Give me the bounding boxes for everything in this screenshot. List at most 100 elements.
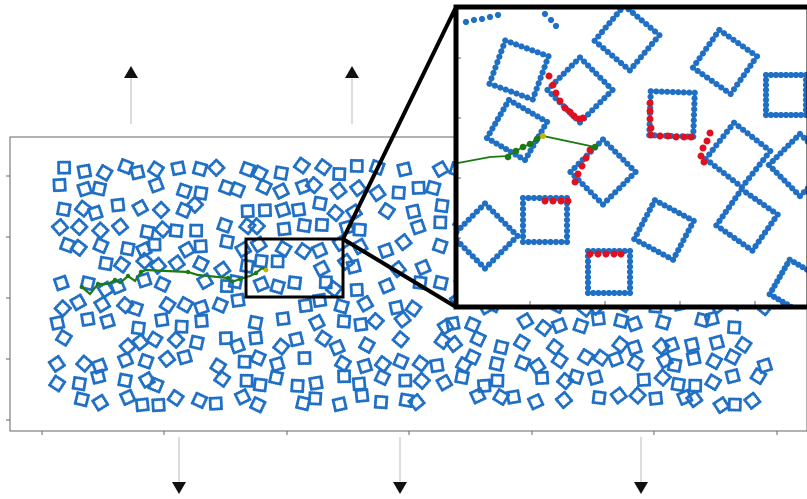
- bead: [63, 177, 67, 181]
- bead: [180, 297, 184, 301]
- bead: [138, 199, 142, 203]
- bead: [279, 183, 283, 187]
- square-particle: [86, 204, 104, 222]
- arrow-down-icon: [393, 437, 407, 494]
- bead: [349, 158, 353, 162]
- bead: [85, 163, 89, 167]
- bead: [351, 169, 355, 173]
- arrow-down-icon: [172, 437, 186, 494]
- square-particle: [329, 181, 348, 201]
- square-particle: [151, 200, 171, 220]
- bead: [358, 282, 362, 286]
- square-particle: [147, 176, 165, 194]
- bead: [343, 176, 347, 180]
- bead: [353, 259, 357, 262]
- square-particle: [292, 156, 312, 175]
- bead: [318, 242, 322, 246]
- bead: [270, 256, 274, 260]
- bead: [57, 203, 61, 207]
- bead: [394, 185, 398, 189]
- bead: [63, 160, 67, 164]
- bead: [137, 164, 141, 168]
- bead: [391, 187, 395, 191]
- square-particle: [304, 175, 324, 195]
- square-particle: [431, 160, 450, 179]
- square-particle: [110, 197, 126, 213]
- bead: [371, 160, 375, 164]
- bead: [121, 201, 125, 205]
- bead: [74, 240, 78, 244]
- bead: [163, 297, 167, 301]
- bead: [420, 191, 424, 195]
- bead: [332, 173, 336, 177]
- bead: [422, 182, 426, 186]
- bead: [122, 206, 126, 210]
- bead: [220, 281, 224, 285]
- bead: [117, 257, 121, 261]
- bead: [57, 160, 61, 164]
- bead: [178, 203, 182, 207]
- bead: [59, 188, 63, 192]
- bead: [254, 255, 258, 259]
- bead: [415, 180, 419, 184]
- square-particle: [91, 180, 108, 197]
- bead: [151, 162, 155, 166]
- arrow-up-icon: [124, 66, 138, 124]
- square-particle: [368, 184, 387, 203]
- bead: [411, 192, 415, 196]
- bead: [393, 196, 397, 200]
- bead: [241, 241, 245, 245]
- bead: [52, 178, 56, 182]
- bead: [402, 197, 406, 201]
- square-particle: [411, 180, 426, 196]
- bead: [213, 160, 217, 164]
- bead: [57, 219, 61, 223]
- bead: [59, 171, 63, 175]
- bead: [356, 158, 360, 162]
- bead: [396, 299, 400, 303]
- bead: [402, 192, 406, 196]
- upward-force-arrows: [124, 66, 359, 124]
- bead: [266, 203, 270, 207]
- bead: [332, 177, 336, 181]
- bead: [358, 169, 362, 173]
- square-particle: [273, 165, 290, 181]
- bead: [121, 204, 125, 208]
- bead: [155, 177, 159, 181]
- square-particle: [272, 182, 290, 201]
- bead: [63, 179, 67, 183]
- bead: [113, 209, 117, 213]
- bead: [343, 178, 347, 182]
- bead: [315, 219, 319, 223]
- bead: [401, 234, 405, 238]
- bead: [349, 161, 353, 165]
- bead: [52, 187, 56, 191]
- square-particle: [170, 160, 187, 177]
- bead: [335, 300, 339, 304]
- bead: [84, 181, 88, 185]
- bead: [435, 200, 439, 204]
- bead: [358, 158, 362, 162]
- bead: [411, 183, 415, 187]
- bead: [68, 169, 72, 173]
- bead: [349, 163, 353, 167]
- bead: [63, 184, 67, 188]
- bead: [382, 203, 386, 207]
- downward-force-arrows: [172, 437, 648, 494]
- bead: [332, 175, 336, 179]
- bead: [411, 187, 415, 191]
- bead: [57, 162, 61, 166]
- bead: [220, 180, 224, 184]
- bead: [61, 238, 65, 242]
- bead: [416, 191, 420, 195]
- bead: [332, 169, 336, 173]
- bead: [360, 169, 364, 173]
- bead: [417, 180, 421, 184]
- bead: [68, 160, 72, 164]
- bead: [279, 241, 283, 245]
- square-particle: [146, 160, 166, 179]
- bead: [363, 295, 367, 299]
- square-particle: [57, 160, 72, 175]
- bead: [330, 281, 334, 285]
- bead: [99, 257, 103, 261]
